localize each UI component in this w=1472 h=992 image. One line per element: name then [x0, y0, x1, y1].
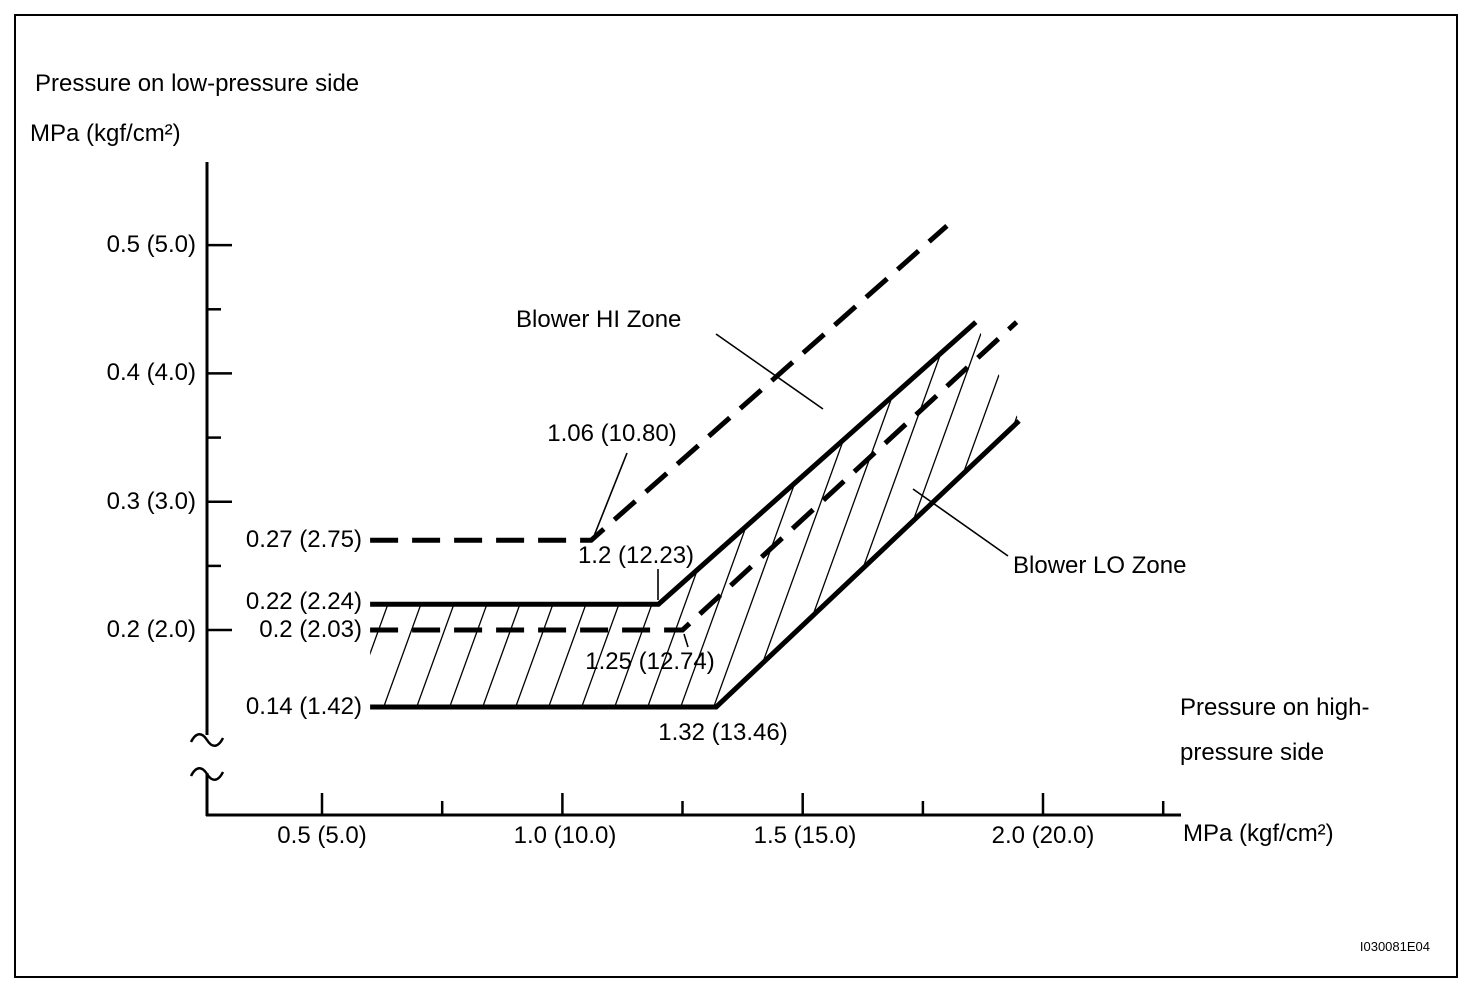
value-label-lo-lower-start: 0.14 (1.42)	[245, 693, 362, 720]
figure-frame	[14, 14, 1458, 978]
value-label-lo-upper-start: 0.22 (2.24)	[245, 588, 362, 615]
y-axis-unit: MPa (kgf/cm²)	[30, 120, 181, 147]
value-label-lo-lower-breakpoint: 1.32 (13.46)	[658, 719, 788, 746]
x-tick-label-0-5: 0.5 (5.0)	[277, 822, 367, 849]
y-tick-label-0-2: 0.2 (2.0)	[106, 616, 196, 643]
x-axis-title-line2: pressure side	[1180, 739, 1325, 766]
x-axis-unit: MPa (kgf/cm²)	[1183, 820, 1334, 847]
figure-code: I030081E04	[1359, 939, 1430, 954]
x-tick-label-1-5: 1.5 (15.0)	[753, 822, 857, 849]
value-label-hi-lower-start: 0.2 (2.03)	[259, 616, 362, 643]
zone-label-blower-lo: Blower LO Zone	[1013, 552, 1187, 579]
x-tick-label-1-0: 1.0 (10.0)	[513, 822, 617, 849]
value-label-hi-upper-breakpoint: 1.06 (10.80)	[547, 420, 677, 447]
y-tick-label-0-3: 0.3 (3.0)	[106, 488, 196, 515]
zone-label-blower-hi: Blower HI Zone	[516, 306, 682, 333]
value-label-lo-upper-breakpoint: 1.2 (12.23)	[577, 542, 695, 569]
value-label-hi-lower-breakpoint: 1.25 (12.74)	[585, 648, 715, 675]
x-tick-label-2-0: 2.0 (20.0)	[991, 822, 1095, 849]
x-axis-title-line1: Pressure on high-	[1180, 694, 1370, 721]
y-tick-label-0-5: 0.5 (5.0)	[106, 231, 196, 258]
value-label-hi-upper-start: 0.27 (2.75)	[245, 526, 362, 553]
y-axis-title: Pressure on low-pressure side	[35, 70, 360, 97]
y-tick-label-0-4: 0.4 (4.0)	[106, 359, 196, 386]
